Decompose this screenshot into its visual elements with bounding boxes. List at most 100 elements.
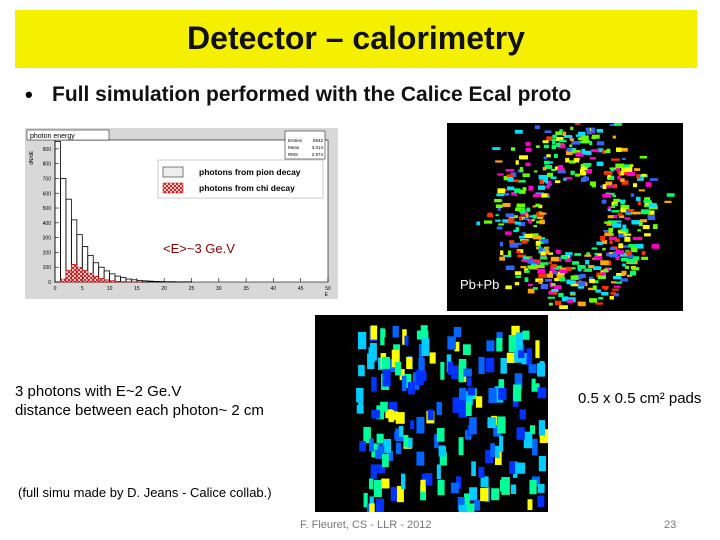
pad [418,344,423,361]
hit [596,141,605,146]
hist-bar [65,269,72,283]
hit [492,147,501,150]
pad [387,359,396,373]
hit [603,171,613,175]
hit [636,243,644,249]
hit [514,271,522,276]
hit [500,250,504,256]
hit [609,253,619,258]
pad [416,416,425,434]
hit [621,245,629,248]
hit [614,238,620,242]
hit [610,205,615,209]
hit [619,199,626,203]
hit [577,268,582,272]
pad [469,417,477,435]
x-tick-label: 35 [243,286,249,292]
pad [466,377,472,387]
hit [620,207,630,213]
hit [626,274,633,277]
hit [497,207,501,211]
hit [545,278,553,282]
hist-bar [87,272,94,283]
pad [459,362,465,376]
hit [603,229,612,232]
pad [434,434,439,449]
pad [423,330,429,345]
pad [368,478,374,490]
pad [404,373,412,389]
hit [601,240,608,245]
hit [539,212,547,215]
pad [398,425,404,438]
hit [613,123,623,126]
hit [569,280,576,286]
hit [563,177,567,181]
hit [538,241,544,244]
histogram: 0 100 200 300 400 500 600 700 800 900 0 5 10 15 20 25 30… [25,128,338,299]
pad [518,344,525,359]
hit [532,235,542,240]
pad [394,361,402,376]
pad [485,450,494,464]
hit [622,224,627,230]
hit [613,275,621,280]
hit [592,134,600,139]
pad [463,368,472,377]
pad [500,479,507,492]
hit [610,169,615,172]
bullet: Full simulation performed with the Calic… [52,83,572,106]
pad [447,336,456,350]
stat-value: 3.014 [312,145,324,150]
pad [381,478,390,489]
hit [601,150,607,154]
pad [480,476,489,488]
hit [602,193,612,198]
hit [611,210,620,213]
hit [506,186,515,191]
pad [363,492,368,508]
hit [586,168,593,174]
hit [515,207,523,212]
hit [626,250,632,256]
hit [564,177,573,180]
pad [370,464,377,479]
x-tick-label: 40 [271,286,277,292]
pad [415,370,424,386]
hit [565,150,573,155]
hit [503,254,512,258]
hit [575,152,585,157]
hit [624,236,631,242]
pad [522,330,530,340]
hit [546,249,550,255]
pad [410,420,415,429]
hit [620,278,629,282]
hit [619,250,625,255]
hit [534,170,538,173]
hit [597,275,606,280]
hit [584,254,592,257]
x-tick-label: 30 [216,286,222,292]
hit [602,184,607,190]
hit [607,192,615,196]
stat-name: Mean [288,145,300,150]
hit [603,268,609,273]
pad [420,325,428,337]
hit [615,166,621,171]
y-label: dN/dE [29,150,35,165]
pad [358,364,365,377]
hit [618,231,627,234]
title-bar [15,10,697,68]
hit [539,219,545,225]
hit [529,257,533,260]
hit [601,271,606,277]
hit [556,137,564,141]
pad [516,427,525,440]
x-tick-label: 10 [107,286,113,292]
hit [528,218,532,224]
hit [609,167,617,170]
hit [514,282,520,286]
hit [536,212,545,218]
hit [556,257,562,261]
hit [521,232,527,235]
